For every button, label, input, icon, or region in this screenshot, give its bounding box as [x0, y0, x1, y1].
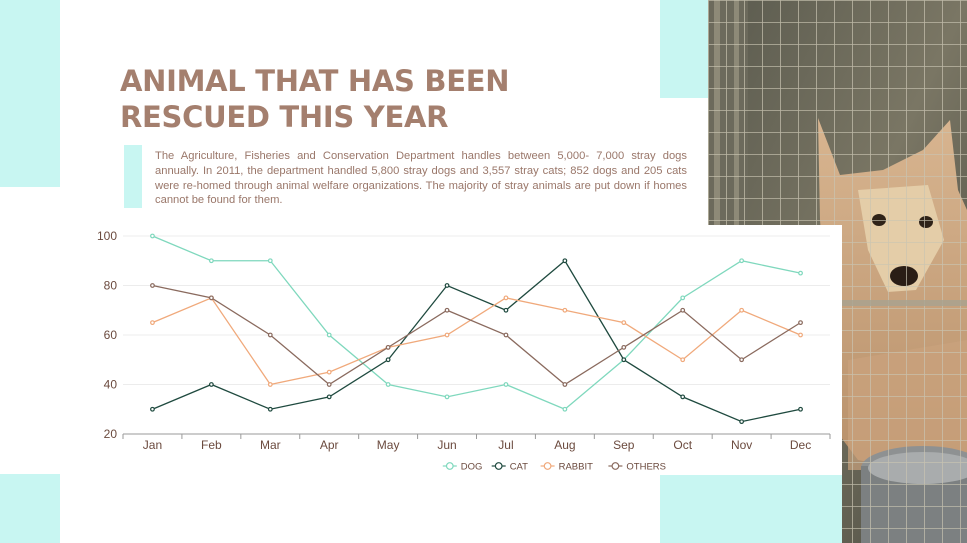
legend-label: RABBIT [559, 462, 594, 473]
data-point [798, 320, 803, 326]
x-tick-label: Oct [673, 438, 692, 452]
x-tick-label: Feb [201, 438, 222, 452]
data-point [798, 406, 803, 412]
x-tick-label: Nov [731, 438, 752, 452]
data-point [150, 320, 155, 326]
data-point [444, 283, 450, 288]
data-point [503, 382, 509, 387]
data-point [503, 307, 509, 313]
data-point [739, 357, 745, 363]
data-point [150, 233, 155, 239]
data-point [208, 382, 214, 387]
series-line [152, 259, 801, 423]
legend-swatch-marker [611, 462, 620, 470]
data-point [562, 406, 568, 412]
data-point [680, 357, 686, 363]
data-point [444, 332, 450, 338]
chart-legend: DOG CAT RABBIT OTHERS [442, 462, 666, 473]
line-chart: 20 40 60 80 100 Jan Feb Mar Apr May Jun Jul Aug Sep Oc… [97, 229, 831, 473]
series-cat [150, 258, 803, 425]
data-point [208, 295, 214, 301]
data-point [385, 382, 391, 387]
data-point [680, 394, 686, 400]
legend-swatch-marker [543, 462, 552, 470]
data-point [150, 406, 155, 412]
data-point [739, 307, 745, 313]
x-tick-label: Sep [613, 438, 635, 452]
chart-series [150, 233, 803, 425]
data-point [621, 320, 627, 326]
x-tick-label: Jul [498, 438, 513, 452]
data-point [739, 419, 745, 425]
legend-item-others: OTHERS [608, 462, 666, 473]
data-point [385, 344, 391, 350]
series-others [150, 283, 803, 387]
data-point [798, 270, 803, 276]
x-tick-label: May [377, 438, 400, 452]
data-point [208, 258, 214, 264]
data-point [150, 283, 155, 288]
data-point [385, 357, 391, 363]
series-line [152, 297, 801, 386]
x-tick-label: Jun [437, 438, 456, 452]
legend-item-dog: DOG [442, 462, 483, 473]
series-line [152, 284, 801, 386]
data-point [267, 382, 273, 387]
legend-item-cat: CAT [491, 462, 528, 473]
x-tick-label: Apr [320, 438, 339, 452]
data-point [326, 369, 332, 375]
series-line [152, 235, 801, 411]
legend-swatch-marker [494, 462, 503, 470]
data-point [562, 258, 568, 264]
data-point [621, 357, 627, 363]
slide-title: ANIMAL THAT HAS BEEN RESCUED THIS YEAR [120, 64, 510, 134]
slide-description: The Agriculture, Fisheries and Conservat… [155, 150, 687, 207]
y-tick-label: 80 [104, 279, 118, 293]
data-point [326, 382, 332, 387]
decor-block-top-right [660, 0, 708, 98]
y-tick-label: 20 [104, 427, 118, 441]
x-tick-label: Mar [260, 438, 281, 452]
data-point [267, 406, 273, 412]
x-tick-label: Aug [554, 438, 575, 452]
data-point [621, 344, 627, 350]
line-chart-panel: 20 40 60 80 100 Jan Feb Mar Apr May Jun Jul Aug Sep Oc… [60, 225, 842, 475]
data-point [326, 332, 332, 338]
x-tick-label: Dec [790, 438, 811, 452]
data-point [562, 307, 568, 313]
decor-block-top-left [0, 0, 60, 187]
legend-label: DOG [461, 462, 483, 473]
data-point [326, 394, 332, 400]
legend-label: OTHERS [626, 462, 666, 473]
data-point [680, 307, 686, 313]
y-tick-label: 100 [97, 229, 117, 243]
data-point [444, 394, 450, 400]
data-point [503, 295, 509, 301]
data-point [267, 332, 273, 338]
legend-swatch-marker [445, 462, 454, 470]
legend-item-rabbit: RABBIT [540, 462, 594, 473]
data-point [503, 332, 509, 338]
x-tick-label: Jan [143, 438, 162, 452]
data-point [680, 295, 686, 301]
chart-axes: 20 40 60 80 100 Jan Feb Mar Apr May Jun Jul Aug Sep Oc… [97, 229, 831, 452]
data-point [798, 332, 803, 338]
decor-block-bottom-left [0, 474, 60, 543]
y-tick-label: 60 [104, 328, 118, 342]
legend-label: CAT [510, 462, 528, 473]
data-point [562, 382, 568, 387]
y-tick-label: 40 [104, 378, 118, 392]
chart-grid [123, 235, 830, 385]
accent-bar [124, 145, 142, 208]
data-point [267, 258, 273, 264]
series-rabbit [150, 295, 803, 387]
data-point [444, 307, 450, 313]
data-point [739, 258, 745, 264]
decor-block-bottom-right [660, 475, 842, 543]
